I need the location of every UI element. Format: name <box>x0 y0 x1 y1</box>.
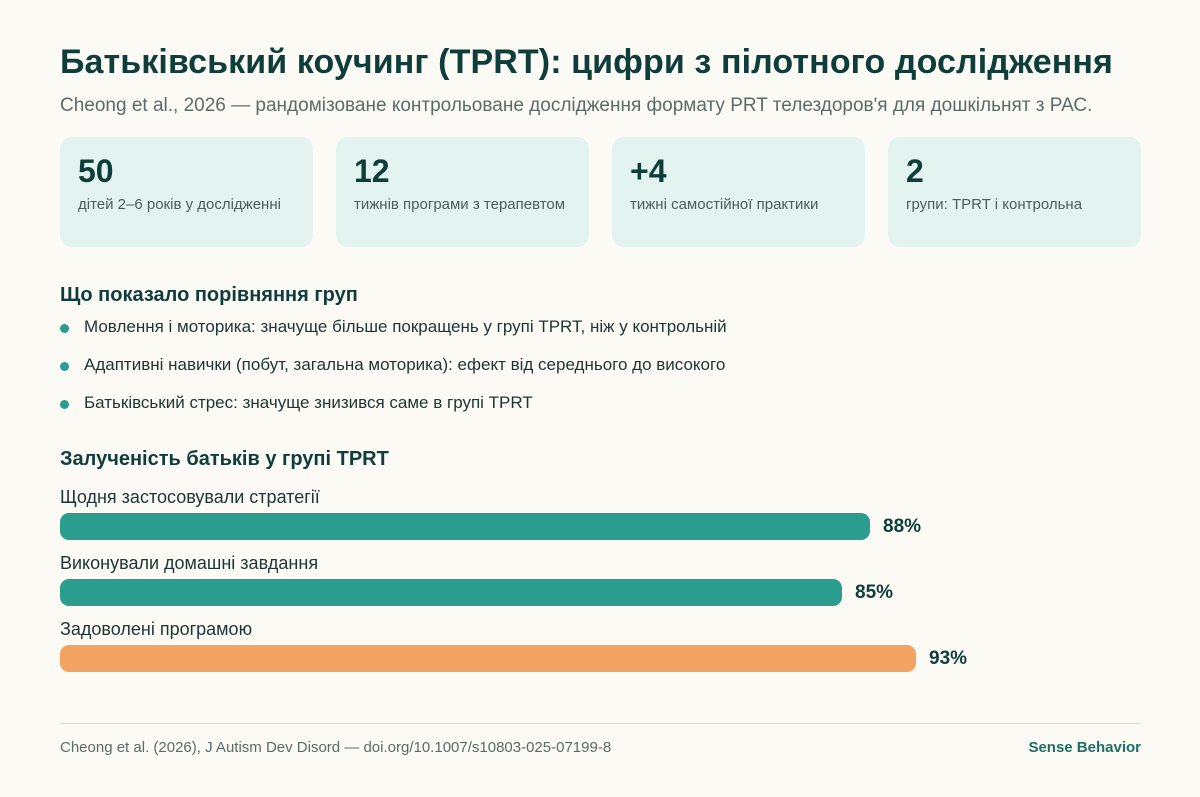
bar-fill <box>60 513 870 540</box>
bar-label: Виконували домашні завдання <box>60 553 319 573</box>
page-title: Батьківський коучинг (TPRT): цифри з піл… <box>60 43 1113 81</box>
stat-label: дітей 2–6 років у дослідженні <box>78 196 281 213</box>
footer-divider <box>60 723 1141 724</box>
bar-row-daily-strategies: Щодня застосовували стратегії 88% <box>60 485 1141 551</box>
bar-track: 85% <box>60 579 1033 606</box>
bar-track: 93% <box>60 645 1033 672</box>
bar-fill <box>60 645 916 672</box>
bullet-dot-icon <box>60 324 69 333</box>
finding-text: Мовлення і моторика: значуще більше покр… <box>84 317 727 336</box>
bullet-dot-icon <box>60 400 69 409</box>
bar-track: 88% <box>60 513 1033 540</box>
stat-value: +4 <box>630 153 667 189</box>
infographic-page: Батьківський коучинг (TPRT): цифри з піл… <box>60 0 1141 797</box>
stat-value: 50 <box>78 153 114 189</box>
footer-source-citation: Cheong et al. (2026), J Autism Dev Disor… <box>60 739 612 756</box>
stat-card-groups: 2 групи: TPRT і контрольна <box>888 137 1141 247</box>
findings-heading: Що показало порівняння груп <box>60 284 358 306</box>
bar-label: Задоволені програмою <box>60 619 253 639</box>
stat-card-weeks: 12 тижнів програми з терапевтом <box>336 137 589 247</box>
findings-list: Мовлення і моторика: значуще більше покр… <box>60 316 727 430</box>
stat-label: групи: TPRT і контрольна <box>906 196 1083 213</box>
bar-row-satisfaction: Задоволені програмою 93% <box>60 617 1141 683</box>
engagement-bars: Щодня застосовували стратегії 88% Викону… <box>60 485 1141 683</box>
finding-text: Батьківський стрес: значуще знизився сам… <box>84 393 533 412</box>
stat-label: тижнів програми з терапевтом <box>354 196 566 213</box>
stat-value: 12 <box>354 153 390 189</box>
stat-cards: 50 дітей 2–6 років у дослідженні 12 тижн… <box>60 137 1141 247</box>
list-item: Мовлення і моторика: значуще більше покр… <box>60 316 727 354</box>
page-subtitle: Cheong et al., 2026 — рандомізоване конт… <box>60 95 1093 116</box>
bar-value-label: 85% <box>855 582 894 603</box>
bar-value-label: 93% <box>929 648 968 669</box>
footer-brand: Sense Behavior <box>1028 739 1141 756</box>
bar-label: Щодня застосовували стратегії <box>60 487 320 507</box>
stat-value: 2 <box>906 153 924 189</box>
bar-value-label: 88% <box>883 516 922 537</box>
stat-card-practice: +4 тижні самостійної практики <box>612 137 865 247</box>
stat-label: тижні самостійної практики <box>630 196 819 213</box>
bullet-dot-icon <box>60 362 69 371</box>
engagement-heading: Залученість батьків у групі TPRT <box>60 448 389 470</box>
bar-fill <box>60 579 842 606</box>
list-item: Батьківський стрес: значуще знизився сам… <box>60 392 727 430</box>
bar-row-homework: Виконували домашні завдання 85% <box>60 551 1141 617</box>
list-item: Адаптивні навички (побут, загальна мотор… <box>60 354 727 392</box>
stat-card-children: 50 дітей 2–6 років у дослідженні <box>60 137 313 247</box>
finding-text: Адаптивні навички (побут, загальна мотор… <box>84 355 726 374</box>
